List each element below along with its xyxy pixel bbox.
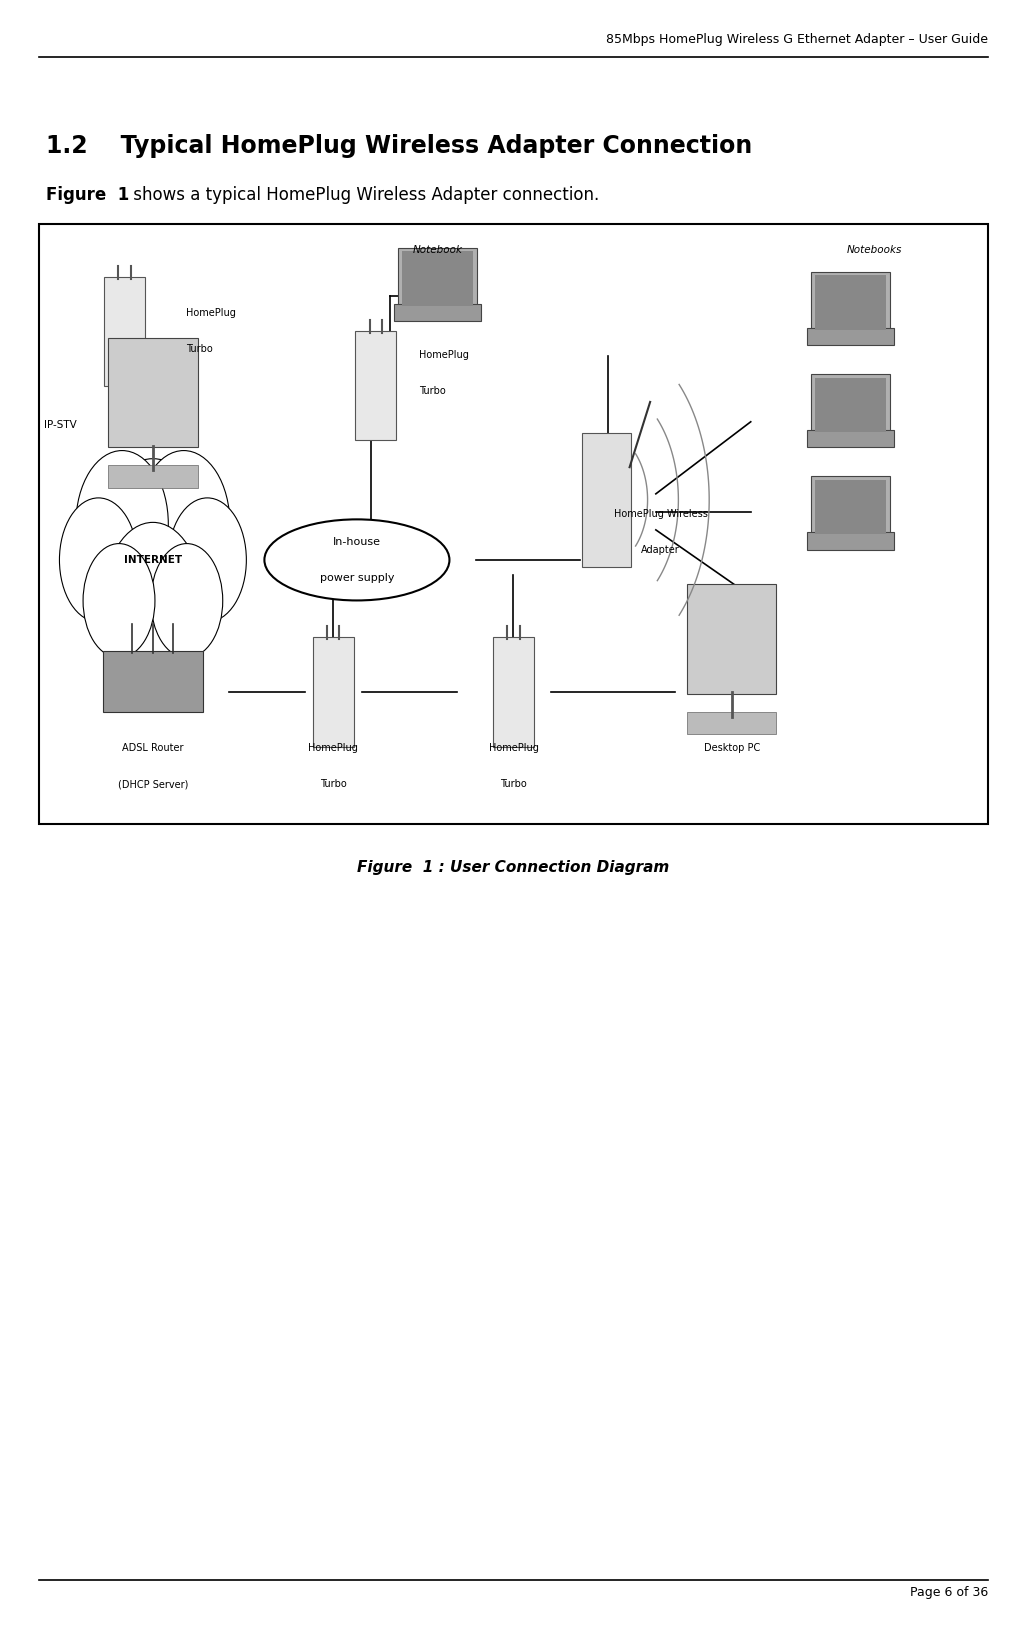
Text: Adapter: Adapter <box>641 545 680 555</box>
FancyBboxPatch shape <box>108 465 197 488</box>
Text: In-house: In-house <box>333 537 381 547</box>
FancyBboxPatch shape <box>312 638 353 747</box>
FancyBboxPatch shape <box>687 584 776 694</box>
Ellipse shape <box>264 519 450 601</box>
Text: HomePlug: HomePlug <box>419 349 468 359</box>
Text: HomePlug Wireless: HomePlug Wireless <box>614 509 708 519</box>
FancyBboxPatch shape <box>582 432 631 566</box>
FancyBboxPatch shape <box>398 248 478 310</box>
Text: Notebook: Notebook <box>413 245 462 255</box>
Text: 1.2    Typical HomePlug Wireless Adapter Connection: 1.2 Typical HomePlug Wireless Adapter Co… <box>46 134 753 158</box>
Circle shape <box>168 498 246 622</box>
FancyBboxPatch shape <box>687 712 776 734</box>
FancyBboxPatch shape <box>108 338 197 447</box>
Text: power supply: power supply <box>319 573 394 583</box>
Circle shape <box>83 543 155 658</box>
FancyBboxPatch shape <box>103 651 202 712</box>
FancyBboxPatch shape <box>811 477 890 539</box>
FancyBboxPatch shape <box>815 480 886 534</box>
Text: HomePlug: HomePlug <box>308 743 358 752</box>
FancyBboxPatch shape <box>811 271 890 333</box>
Text: IP-STV: IP-STV <box>44 419 77 429</box>
FancyBboxPatch shape <box>493 638 534 747</box>
Text: 85Mbps HomePlug Wireless G Ethernet Adapter – User Guide: 85Mbps HomePlug Wireless G Ethernet Adap… <box>606 33 988 46</box>
Text: INTERNET: INTERNET <box>124 555 182 565</box>
Text: ADSL Router: ADSL Router <box>122 743 184 752</box>
Text: (DHCP Server): (DHCP Server) <box>118 778 188 790</box>
Text: Turbo: Turbo <box>319 778 346 790</box>
Text: Figure  1: Figure 1 <box>46 186 129 204</box>
Circle shape <box>104 522 202 679</box>
Text: HomePlug: HomePlug <box>489 743 538 752</box>
Circle shape <box>60 498 138 622</box>
FancyBboxPatch shape <box>815 377 886 432</box>
FancyBboxPatch shape <box>807 532 895 550</box>
Text: Notebooks: Notebooks <box>846 245 902 255</box>
Text: Turbo: Turbo <box>419 385 446 395</box>
Bar <box>39 224 988 824</box>
FancyBboxPatch shape <box>807 431 895 447</box>
FancyBboxPatch shape <box>815 276 886 330</box>
FancyBboxPatch shape <box>355 331 396 441</box>
Text: shows a typical HomePlug Wireless Adapter connection.: shows a typical HomePlug Wireless Adapte… <box>128 186 600 204</box>
Circle shape <box>76 450 168 597</box>
Text: Page 6 of 36: Page 6 of 36 <box>910 1586 988 1599</box>
Text: HomePlug: HomePlug <box>186 308 236 318</box>
FancyBboxPatch shape <box>811 374 890 436</box>
Circle shape <box>89 459 217 661</box>
Text: Desktop PC: Desktop PC <box>703 743 760 752</box>
Circle shape <box>151 543 223 658</box>
Text: Turbo: Turbo <box>186 344 213 354</box>
Text: Turbo: Turbo <box>500 778 527 790</box>
Circle shape <box>138 450 230 597</box>
Text: Figure  1 : User Connection Diagram: Figure 1 : User Connection Diagram <box>357 860 670 875</box>
FancyBboxPatch shape <box>403 251 473 305</box>
FancyBboxPatch shape <box>104 277 145 387</box>
FancyBboxPatch shape <box>394 304 482 322</box>
FancyBboxPatch shape <box>807 328 895 346</box>
